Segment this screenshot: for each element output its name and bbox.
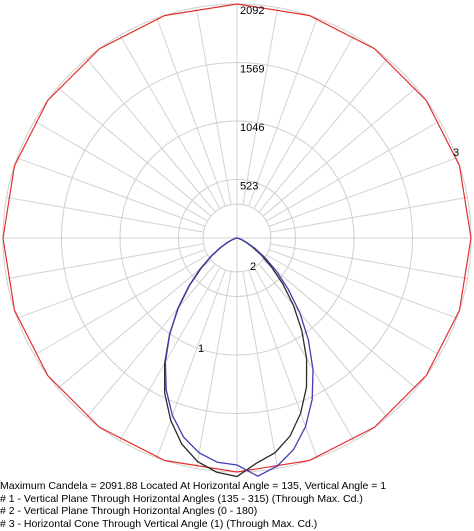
grid-spoke	[16, 157, 206, 227]
grid-spoke	[268, 157, 458, 227]
grid-spoke	[119, 35, 221, 209]
series-1-curve	[163, 237, 308, 478]
grid-spoke	[195, 271, 232, 469]
grid-spoke	[248, 17, 318, 207]
grid-spoke	[156, 269, 226, 459]
grid-spoke	[86, 58, 216, 213]
radial-tick-label: 2092	[240, 5, 264, 17]
grid-spoke	[253, 35, 355, 209]
curve-label-2: 2	[250, 261, 256, 273]
grid-ring	[61, 62, 413, 414]
grid-spoke	[262, 87, 417, 217]
grid-spoke	[57, 87, 212, 217]
max-candela-text: Maximum Candela = 2091.88 Located At Hor…	[0, 480, 387, 492]
grid-spoke	[266, 120, 440, 222]
grid-spoke	[270, 243, 468, 280]
grid-ring-inner	[202, 203, 272, 273]
grid-spoke	[34, 254, 208, 356]
grid-spoke	[156, 17, 226, 207]
series-layer	[2, 3, 472, 478]
legend-entry-1: # 1 - Vertical Plane Through Horizontal …	[0, 492, 363, 505]
grid-spoke	[266, 254, 440, 356]
legend: Maximum Candela = 2091.88 Located At Hor…	[0, 480, 474, 530]
curve-labels: 1 2 3	[198, 147, 459, 355]
grid-spoke	[34, 120, 208, 222]
grid-ring	[119, 120, 355, 356]
grid-spoke	[57, 259, 212, 389]
grid-spoke	[119, 267, 221, 441]
radial-tick-label: 523	[240, 181, 258, 193]
grid-spoke	[242, 7, 279, 205]
grid-spoke	[270, 196, 468, 233]
grid-spoke	[258, 263, 388, 418]
grid-spoke	[195, 7, 232, 205]
grid-ring	[178, 179, 296, 297]
grid-spokes	[3, 4, 471, 472]
curve-label-1: 1	[198, 343, 204, 355]
radial-tick-labels: 523 1046 1569 2092	[240, 5, 264, 193]
grid-spoke	[262, 259, 417, 389]
legend-entry-3: # 3 - Horizontal Cone Through Vertical A…	[0, 517, 318, 530]
grid-spoke	[6, 196, 204, 233]
grid-spoke	[86, 263, 216, 418]
grid-spoke	[6, 243, 204, 280]
grid-spoke	[16, 249, 206, 319]
legend-entry-2: # 2 - Vertical Plane Through Horizontal …	[0, 505, 258, 517]
polar-candela-chart: 523 1046 1569 2092 1 2 3	[2, 3, 472, 478]
series-2-curve	[164, 237, 314, 477]
radial-tick-label: 1046	[240, 122, 264, 134]
grid-spoke	[268, 249, 458, 319]
curve-label-3: 3	[453, 147, 459, 159]
radial-tick-label: 1569	[240, 64, 264, 76]
grid-spoke	[242, 271, 279, 469]
series-3-curve	[2, 3, 472, 473]
grid-spoke	[253, 267, 355, 441]
grid-spoke	[258, 58, 388, 213]
